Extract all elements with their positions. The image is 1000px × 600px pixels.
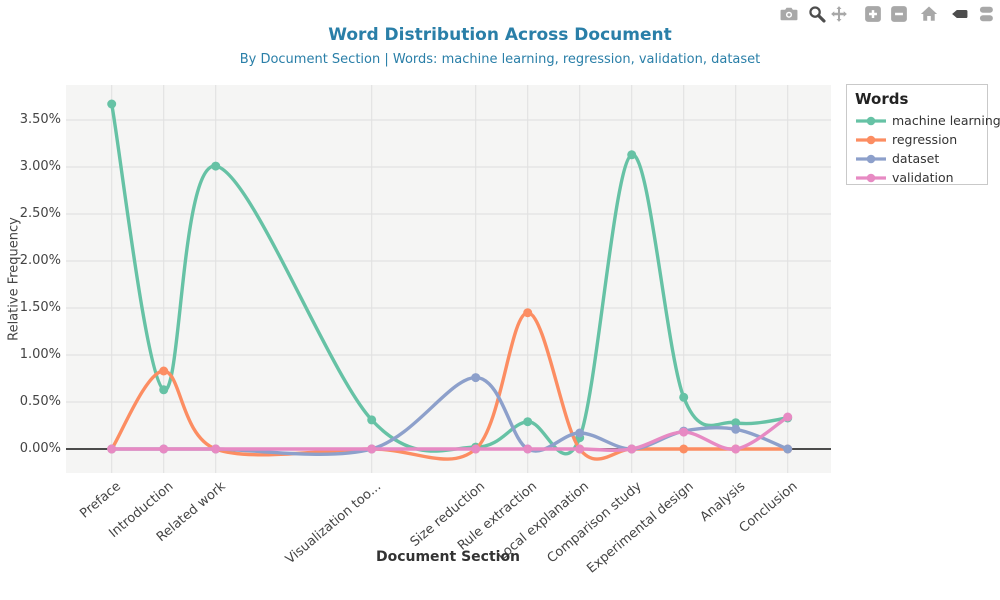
- legend-item-regression[interactable]: regression: [855, 130, 987, 149]
- y-tick-label: 3.50%: [19, 112, 61, 127]
- hover-compare-icon[interactable]: [976, 5, 994, 23]
- legend-item-validation[interactable]: validation: [855, 168, 987, 187]
- y-tick-label: 0.00%: [19, 441, 61, 456]
- y-tick-label: 1.50%: [19, 300, 61, 315]
- legend-item-machine-learning[interactable]: machine learning: [855, 111, 1000, 130]
- data-point-validation[interactable]: [107, 444, 117, 454]
- home-icon[interactable]: [920, 5, 938, 23]
- plot-area[interactable]: [66, 85, 831, 473]
- data-point-machine-learning[interactable]: [211, 161, 221, 171]
- data-point-machine-learning[interactable]: [679, 392, 689, 402]
- data-point-validation[interactable]: [627, 444, 637, 454]
- data-point-validation[interactable]: [471, 444, 481, 454]
- data-point-validation[interactable]: [731, 444, 741, 454]
- modebar: [780, 5, 994, 23]
- data-point-dataset[interactable]: [731, 424, 741, 434]
- legend-item-label: regression: [892, 132, 958, 147]
- hover-closest-icon[interactable]: [951, 5, 969, 23]
- y-tick-label: 1.00%: [19, 347, 61, 362]
- zoom-out-icon[interactable]: [890, 5, 908, 23]
- legend: Words machine learning regression datase…: [846, 84, 1000, 187]
- data-point-machine-learning[interactable]: [627, 150, 637, 160]
- data-point-validation[interactable]: [523, 444, 533, 454]
- legend-symbol: [856, 173, 886, 182]
- y-axis-title: Relative Frequency: [6, 217, 22, 341]
- data-point-validation[interactable]: [159, 444, 169, 454]
- data-point-machine-learning[interactable]: [159, 385, 169, 395]
- data-point-validation[interactable]: [575, 444, 585, 454]
- data-point-regression[interactable]: [523, 308, 533, 318]
- chart-title: Word Distribution Across Document: [328, 25, 672, 45]
- gridlines: [66, 85, 831, 473]
- legend-item-label: validation: [892, 170, 954, 185]
- chart-subtitle: By Document Section | Words: machine lea…: [239, 52, 761, 67]
- data-point-machine-learning[interactable]: [523, 417, 533, 427]
- legend-item-dataset[interactable]: dataset: [855, 149, 987, 168]
- data-point-dataset[interactable]: [471, 373, 481, 383]
- data-point-validation[interactable]: [367, 444, 377, 454]
- data-point-dataset[interactable]: [783, 444, 793, 454]
- data-point-machine-learning[interactable]: [107, 99, 117, 109]
- data-point-validation[interactable]: [783, 412, 793, 422]
- series-line-machine-learning: [110, 102, 790, 456]
- y-tick-label: 2.50%: [19, 206, 61, 221]
- camera-icon[interactable]: [780, 5, 798, 23]
- series-validation: [107, 412, 793, 454]
- x-axis-title: Document Section: [375, 549, 521, 565]
- data-point-dataset[interactable]: [575, 428, 585, 438]
- legend-symbol: [856, 116, 886, 125]
- zoom-in-icon[interactable]: [864, 5, 882, 23]
- data-point-machine-learning[interactable]: [731, 418, 741, 428]
- data-point-machine-learning[interactable]: [367, 415, 377, 425]
- data-point-regression[interactable]: [159, 366, 169, 376]
- y-tick-label: 3.00%: [19, 159, 61, 174]
- legend-item-label: dataset: [892, 151, 940, 166]
- data-point-regression[interactable]: [679, 444, 689, 454]
- data-point-validation[interactable]: [679, 427, 689, 437]
- series-line-validation: [110, 415, 790, 452]
- legend-item-label: machine learning: [892, 113, 1000, 128]
- y-tick-label: 0.50%: [19, 394, 61, 409]
- legend-symbol: [856, 135, 886, 144]
- legend-items: machine learning regression dataset vali…: [855, 111, 1000, 187]
- zoom-icon[interactable]: [808, 5, 826, 23]
- y-tick-label: 2.00%: [19, 253, 61, 268]
- legend-symbol: [856, 154, 886, 163]
- pan-icon[interactable]: [830, 5, 848, 23]
- legend-title: Words: [855, 90, 909, 108]
- data-point-validation[interactable]: [211, 444, 221, 454]
